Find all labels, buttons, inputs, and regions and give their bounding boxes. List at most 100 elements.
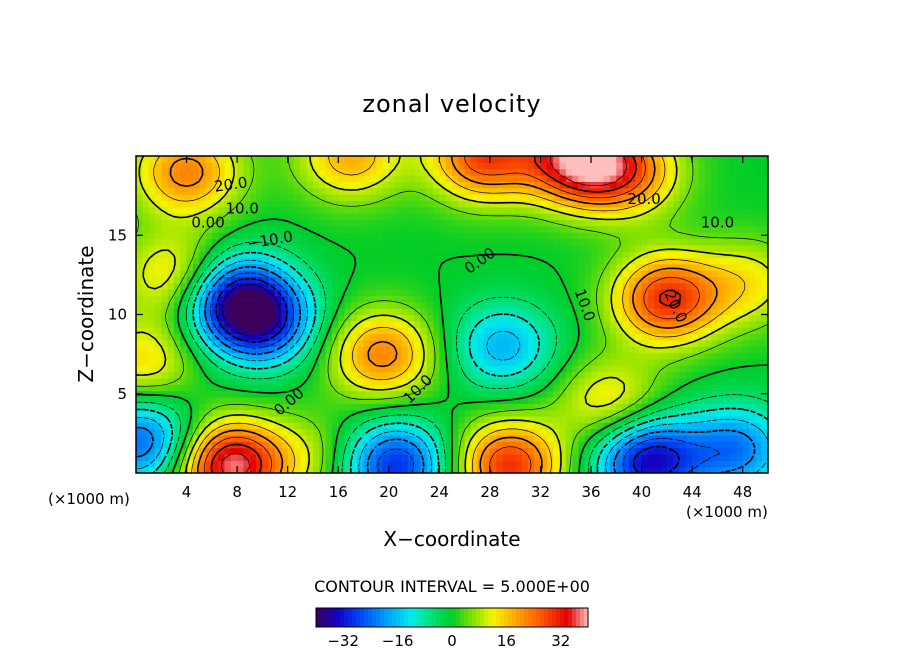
field-cell: [161, 200, 169, 208]
field-cell: [445, 219, 453, 227]
field-cell: [704, 301, 712, 309]
field-cell: [192, 251, 200, 259]
field-cell: [173, 384, 181, 392]
field-cell: [502, 358, 510, 366]
field-cell: [489, 390, 497, 398]
field-cell: [312, 422, 320, 430]
field-cell: [685, 447, 693, 455]
field-cell: [527, 213, 535, 220]
field-cell: [312, 244, 320, 252]
field-cell: [426, 251, 434, 259]
field-cell: [237, 289, 245, 297]
field-cell: [565, 358, 573, 366]
field-cell: [186, 314, 194, 322]
field-cell: [205, 168, 213, 176]
field-cell: [142, 219, 150, 227]
field-cell: [616, 390, 624, 398]
field-cell: [742, 282, 750, 290]
field-cell: [483, 441, 491, 449]
field-cell: [199, 187, 207, 195]
field-cell: [452, 365, 459, 373]
field-cell: [742, 251, 750, 259]
field-cell: [704, 453, 712, 461]
field-cell: [603, 447, 611, 455]
field-cell: [344, 466, 352, 473]
field-cell: [445, 346, 453, 354]
field-cell: [654, 371, 662, 379]
field-cell: [559, 453, 567, 461]
field-cell: [647, 422, 655, 430]
field-cell: [306, 194, 314, 201]
field-cell: [616, 219, 624, 227]
field-cell: [692, 466, 700, 473]
field-cell: [534, 257, 542, 265]
field-cell: [205, 263, 213, 271]
field-cell: [173, 396, 181, 404]
field-cell: [641, 346, 649, 354]
field-cell: [256, 213, 263, 220]
field-cell: [496, 308, 504, 316]
field-cell: [515, 377, 523, 385]
field-cell: [628, 403, 636, 411]
field-cell: [161, 213, 169, 220]
field-cell: [546, 422, 554, 430]
field-cell: [584, 295, 592, 303]
field-cell: [136, 327, 143, 335]
field-cell: [540, 289, 548, 297]
field-cell: [717, 447, 725, 455]
field-cell: [742, 301, 750, 309]
field-cell: [666, 441, 674, 449]
field-cell: [363, 282, 371, 290]
field-cell: [692, 371, 700, 379]
field-cell: [256, 415, 263, 423]
field-cell: [395, 194, 403, 201]
field-cell: [635, 365, 643, 373]
field-cell: [616, 403, 624, 411]
field-cell: [654, 358, 662, 366]
field-cell: [173, 168, 181, 176]
field-cell: [154, 244, 162, 252]
field-cell: [382, 276, 390, 284]
field-cell: [540, 206, 548, 214]
field-cell: [673, 301, 681, 309]
field-cell: [622, 251, 630, 259]
field-cell: [464, 327, 472, 335]
field-cell: [237, 447, 245, 455]
field-cell: [192, 276, 200, 284]
field-cell: [553, 434, 561, 442]
field-cell: [742, 441, 750, 449]
field-cell: [591, 289, 598, 297]
field-cell: [704, 352, 712, 360]
field-cell: [452, 187, 459, 195]
field-cell: [325, 282, 333, 290]
field-cell: [546, 232, 554, 240]
field-cell: [717, 396, 725, 404]
field-cell: [243, 415, 251, 423]
field-cell: [761, 377, 768, 385]
field-cell: [256, 441, 263, 449]
field-cell: [704, 422, 712, 430]
field-cell: [237, 466, 245, 473]
field-cell: [654, 156, 662, 163]
field-cell: [382, 403, 390, 411]
field-cell: [136, 333, 143, 341]
field-cell: [515, 206, 523, 214]
field-cell: [685, 206, 693, 214]
field-cell: [666, 175, 674, 182]
field-cell: [723, 453, 731, 461]
field-cell: [199, 333, 207, 341]
field-cell: [173, 415, 181, 423]
field-cell: [755, 314, 763, 322]
field-cell: [698, 238, 706, 246]
field-cell: [414, 441, 421, 449]
field-cell: [154, 295, 162, 303]
field-cell: [300, 333, 308, 341]
field-cell: [666, 156, 674, 163]
field-cell: [325, 289, 333, 297]
field-cell: [205, 301, 213, 309]
field-cell: [300, 390, 308, 398]
field-cell: [565, 200, 573, 208]
field-cell: [186, 422, 194, 430]
field-cell: [628, 365, 636, 373]
field-cell: [679, 219, 687, 227]
